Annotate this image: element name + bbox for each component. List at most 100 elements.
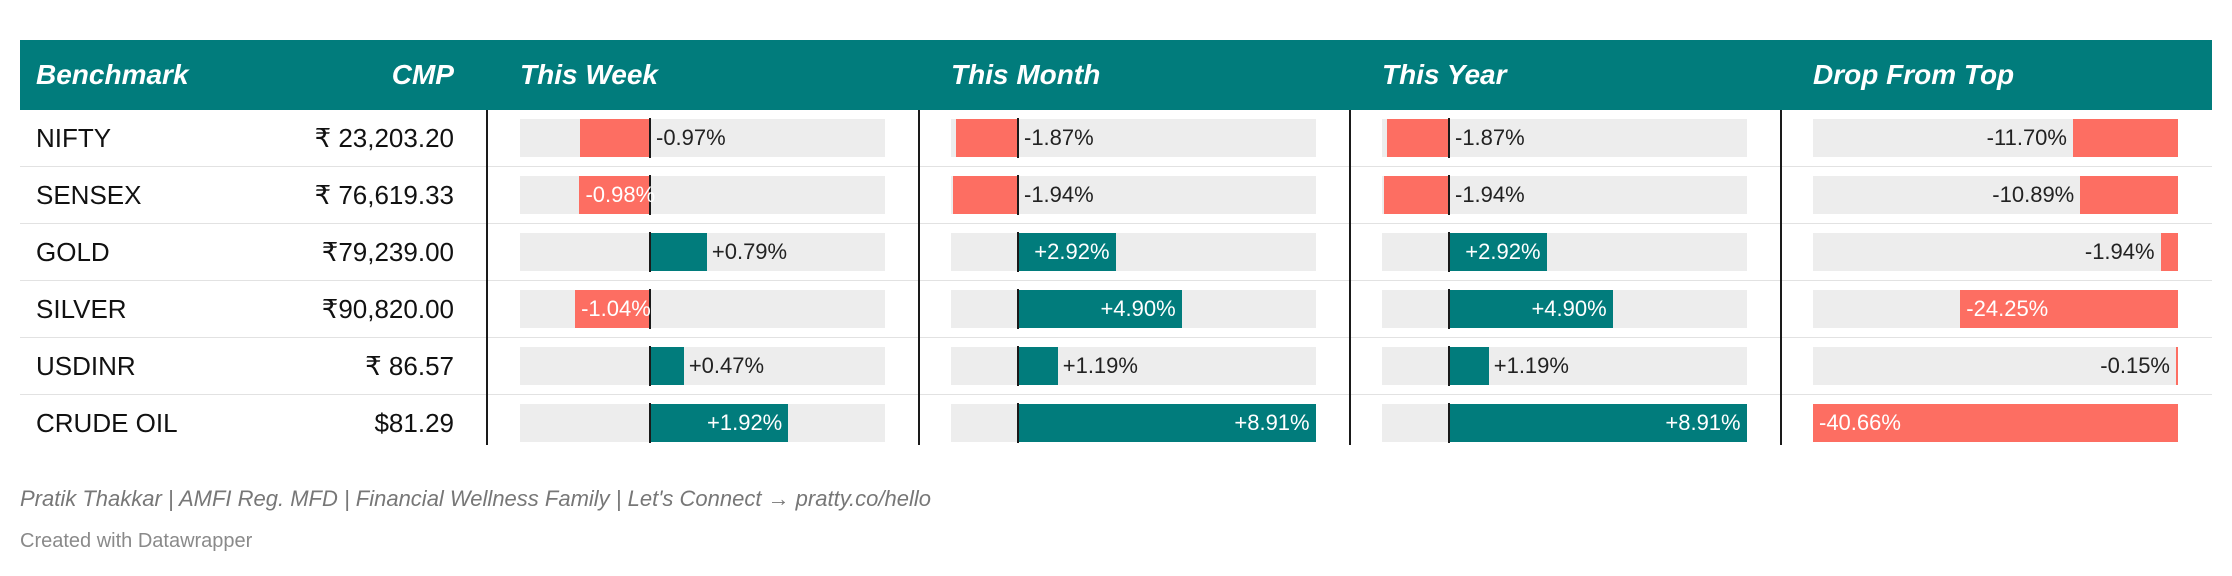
zero-line <box>1448 289 1450 329</box>
week-bar <box>650 404 789 442</box>
month-value-label: +8.91% <box>1234 410 1310 435</box>
zero-line <box>649 289 651 329</box>
week-value-label: -0.98% <box>585 182 656 207</box>
drop-value-label: -24.25% <box>1966 296 2049 321</box>
header-this-year: This Year <box>1382 59 1507 90</box>
benchmark-name: NIFTY <box>36 123 112 153</box>
zero-line <box>649 403 651 443</box>
year-bar <box>1449 404 1747 442</box>
drop-bar-track: -11.70% <box>1813 119 2178 157</box>
table-row: GOLD ₹79,239.00 +0.79% +2.92% +2.92% -1.94% <box>20 224 2212 281</box>
week-bar <box>650 233 707 271</box>
week-bar <box>575 290 650 328</box>
week-bar-track: -0.98% <box>520 175 885 215</box>
zero-line <box>1448 118 1450 158</box>
drop-bar-track: -40.66% <box>1813 404 2178 442</box>
footer-credit: Pratik Thakkar | AMFI Reg. MFD | Financi… <box>20 486 932 511</box>
year-bar <box>1384 176 1449 214</box>
benchmark-name: CRUDE OIL <box>36 408 178 438</box>
year-bar-track: +1.19% <box>1382 346 1747 386</box>
table-row: SENSEX ₹ 76,619.33 -0.98% -1.94% -1.94% -10.8… <box>20 167 2212 224</box>
week-bar-track: +0.47% <box>520 346 885 386</box>
year-bar <box>1449 347 1489 385</box>
month-bar <box>1018 347 1058 385</box>
drop-bar <box>2160 233 2178 271</box>
zero-line <box>649 232 651 272</box>
month-value-label: +4.90% <box>1100 296 1176 321</box>
benchmark-name: USDINR <box>36 351 136 381</box>
drop-value-label: -0.15% <box>2100 353 2170 378</box>
month-bar <box>955 119 1018 157</box>
column-divider <box>486 110 488 445</box>
zero-line <box>1017 175 1019 215</box>
year-value-label: -1.87% <box>1455 125 1525 150</box>
zero-line <box>649 118 651 158</box>
month-bar <box>1018 233 1116 271</box>
month-bar <box>1018 404 1316 442</box>
header-cmp: CMP <box>391 59 454 90</box>
week-bar-track: +0.79% <box>520 232 885 272</box>
zero-line <box>1017 346 1019 386</box>
zero-line <box>1448 346 1450 386</box>
drop-value-label: -10.89% <box>1992 182 2075 207</box>
drop-bar <box>1960 290 2178 328</box>
drop-value-label: -11.70% <box>1986 125 2067 150</box>
table-row: NIFTY ₹ 23,203.20 -0.97% -1.87% -1.87% -11.70… <box>20 110 2212 167</box>
benchmark-name: GOLD <box>36 237 110 267</box>
drop-value-label: -1.94% <box>2084 239 2155 264</box>
month-bar-track: +2.92% <box>951 232 1316 272</box>
week-value-label: +1.92% <box>707 410 783 435</box>
year-value-label: +4.90% <box>1531 296 1607 321</box>
cmp-value: ₹ 23,203.20 <box>314 123 454 153</box>
drop-bar <box>1813 404 2178 442</box>
month-bar-track: -1.94% <box>951 175 1316 215</box>
column-divider <box>1349 110 1351 445</box>
cmp-value: ₹ 76,619.33 <box>314 180 454 210</box>
table-row: CRUDE OIL $81.29 +1.92% +8.91% +8.91% -40.66% <box>20 395 2212 451</box>
zero-line <box>1448 232 1450 272</box>
drop-bar-track: -24.25% <box>1813 290 2178 328</box>
month-bar <box>1018 290 1182 328</box>
year-bar-track: +8.91% <box>1382 403 1747 443</box>
week-value-label: +0.47% <box>688 353 765 378</box>
zero-line <box>1017 232 1019 272</box>
month-bar-track: +8.91% <box>951 403 1316 443</box>
column-divider <box>1780 110 1782 445</box>
month-value-label: +1.19% <box>1062 353 1138 378</box>
year-value-label: +2.92% <box>1465 239 1541 264</box>
week-bar-track: -1.04% <box>520 289 885 329</box>
year-bar-track: +2.92% <box>1382 232 1747 272</box>
week-bar <box>579 176 650 214</box>
year-bar <box>1386 119 1449 157</box>
year-bar <box>1449 233 1547 271</box>
year-bar-track: -1.87% <box>1382 118 1747 158</box>
footer-made-with: Created with Datawrapper <box>20 530 253 552</box>
year-value-label: +1.19% <box>1493 353 1569 378</box>
week-bar-track: +1.92% <box>520 403 885 443</box>
year-bar <box>1449 290 1613 328</box>
month-bar-track: +4.90% <box>951 289 1316 329</box>
year-bar-track: +4.90% <box>1382 289 1747 329</box>
month-bar-track: +1.19% <box>951 346 1316 386</box>
zero-line <box>649 175 651 215</box>
table-row: SILVER ₹90,820.00 -1.04% +4.90% +4.90% -24.25… <box>20 281 2212 338</box>
week-value-label: -0.97% <box>656 125 726 150</box>
month-value-label: -1.87% <box>1024 125 1094 150</box>
year-value-label: +8.91% <box>1665 410 1741 435</box>
table-header: Benchmark CMP This Week This Month This … <box>20 40 2212 110</box>
header-benchmark: Benchmark <box>36 59 189 90</box>
column-divider <box>918 110 920 445</box>
zero-line <box>1448 175 1450 215</box>
week-bar <box>580 119 650 157</box>
drop-bar <box>2080 176 2178 214</box>
drop-bar-track: -1.94% <box>1813 233 2178 271</box>
month-value-label: +2.92% <box>1034 239 1110 264</box>
zero-line <box>1017 118 1019 158</box>
drop-bar-track: -10.89% <box>1813 176 2178 214</box>
table-row: USDINR ₹ 86.57 +0.47% +1.19% +1.19% -0.15% <box>20 338 2212 395</box>
zero-line <box>1017 403 1019 443</box>
zero-line <box>649 346 651 386</box>
zero-line <box>1017 289 1019 329</box>
table-body: NIFTY ₹ 23,203.20 -0.97% -1.87% -1.87% -11.70… <box>20 110 2212 451</box>
week-bar <box>650 347 684 385</box>
